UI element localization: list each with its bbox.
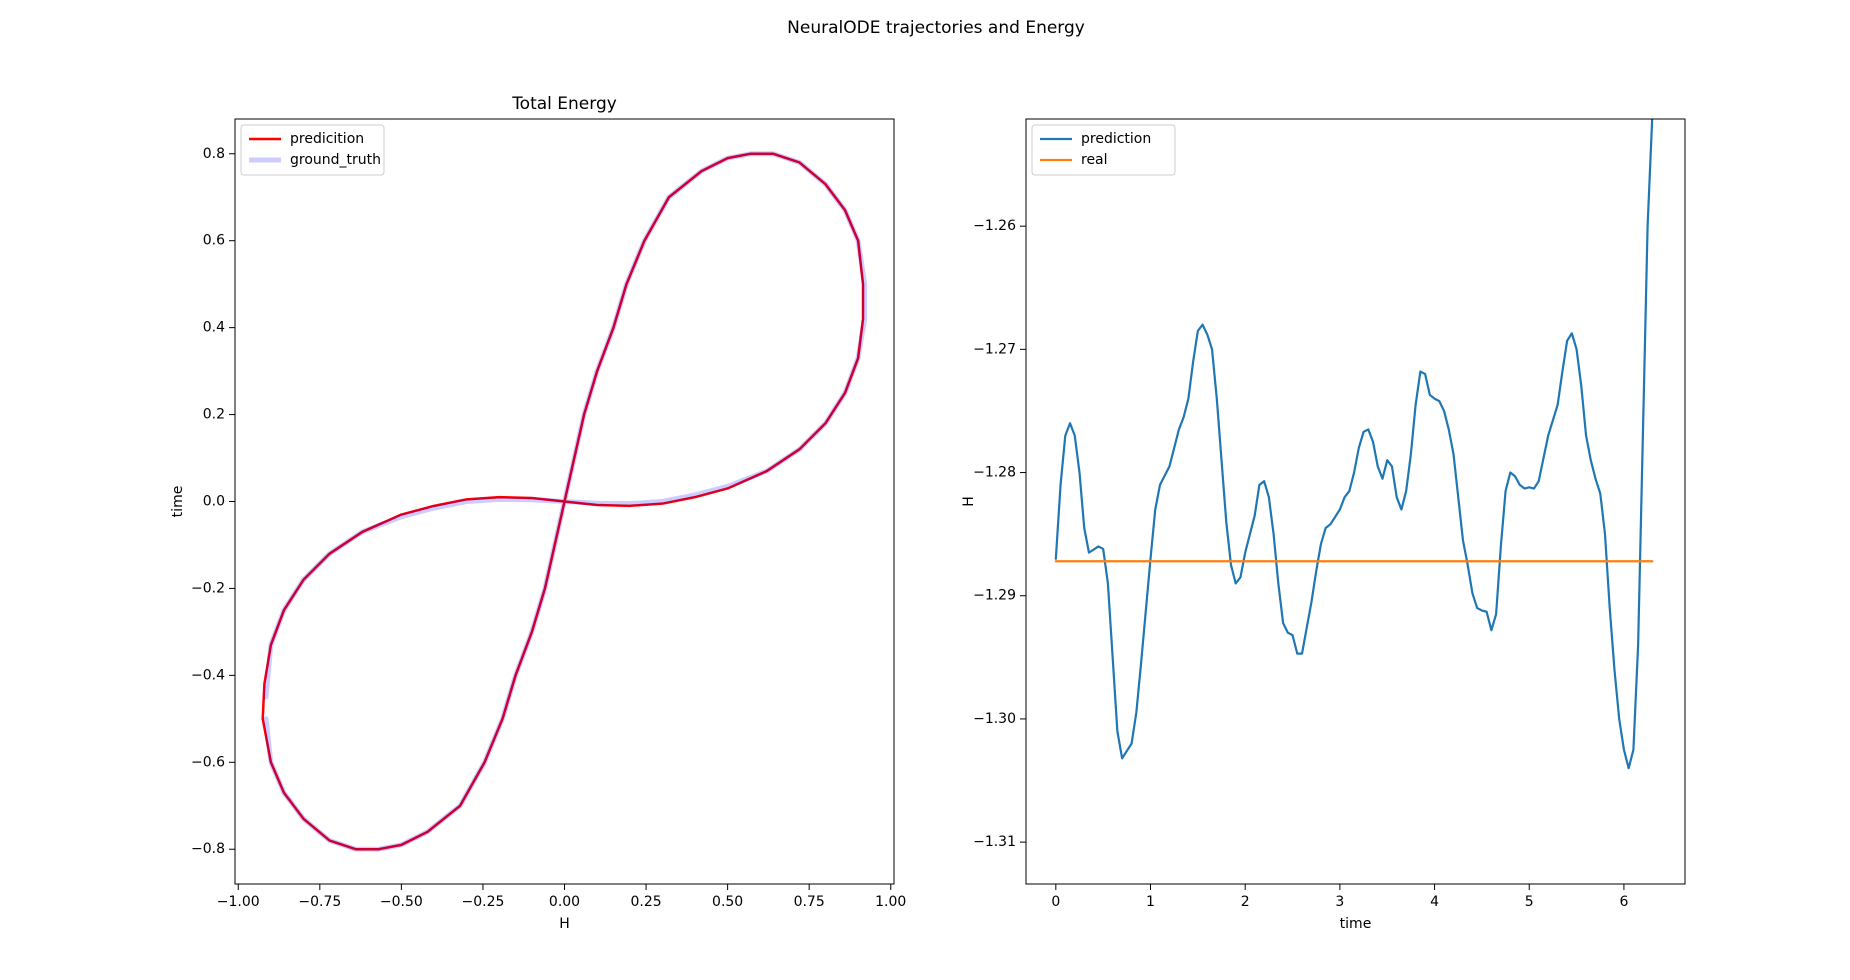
y-tick-label: −1.26 [973, 218, 1016, 234]
y-tick-label: −1.30 [973, 711, 1016, 727]
y-tick-label: 0.4 [203, 320, 225, 336]
axes-title: Total Energy [511, 94, 617, 114]
legend-box [1031, 124, 1176, 176]
x-tick-label: −0.75 [298, 894, 341, 910]
x-tick-label: −0.50 [380, 894, 423, 910]
x-tick-label: 0.50 [712, 894, 743, 910]
y-tick-label: −1.31 [973, 834, 1016, 850]
x-tick-label: 3 [1335, 894, 1344, 910]
y-tick-label: 0.0 [203, 494, 225, 510]
legend-box [240, 124, 385, 176]
x-tick-label: 0.25 [630, 894, 661, 910]
y-axis-label: time [170, 486, 186, 518]
y-tick-label: 0.6 [203, 233, 225, 249]
y-tick-label: −1.28 [973, 465, 1016, 481]
x-axis-label: H [559, 916, 570, 932]
chart: 0 1 2 3 4 5 6 −1.31 −1.30 −1.29 −1.28 −1.27 −1.26 tim… [961, 118, 1686, 932]
legend-label: ground_truth [290, 152, 381, 168]
x-tick-label: 2 [1241, 894, 1250, 910]
y-tick-label: −1.27 [973, 341, 1016, 357]
series-line [261, 152, 865, 851]
x-tick-label: 0 [1051, 894, 1060, 910]
axes-frame [1025, 118, 1686, 885]
x-tick-label: 1.00 [875, 894, 906, 910]
x-tick-label: 1 [1146, 894, 1155, 910]
x-tick-label: 6 [1619, 894, 1628, 910]
y-tick-label: −1.29 [973, 588, 1016, 604]
legend: predicition ground_truth [240, 124, 385, 176]
chart: −1.00 −0.75 −0.50 −0.25 0.00 0.25 0.50 0.75 1.00… [170, 94, 906, 932]
series-line [1054, 119, 1654, 770]
x-tick-label: 4 [1430, 894, 1439, 910]
x-tick-label: −0.25 [461, 894, 504, 910]
x-tick-label: 0.75 [794, 894, 825, 910]
x-tick-label: 0.00 [549, 894, 580, 910]
legend: prediction real [1031, 124, 1176, 176]
x-tick-label: −1.00 [217, 894, 260, 910]
x-axis-label: time [1340, 916, 1372, 932]
legend-label: prediction [1081, 131, 1151, 147]
y-tick-label: −0.4 [191, 667, 225, 683]
y-tick-label: −0.6 [191, 754, 225, 770]
y-tick-label: 0.2 [203, 407, 225, 423]
y-tick-label: −0.8 [191, 841, 225, 857]
y-axis-label: H [961, 496, 977, 507]
y-tick-label: −0.2 [191, 580, 225, 596]
series-line [263, 151, 868, 852]
legend-label: predicition [290, 131, 364, 147]
y-tick-label: 0.8 [203, 146, 225, 162]
legend-label: real [1081, 152, 1108, 168]
figure-title: NeuralODE trajectories and Energy [787, 18, 1085, 38]
x-tick-label: 5 [1525, 894, 1534, 910]
